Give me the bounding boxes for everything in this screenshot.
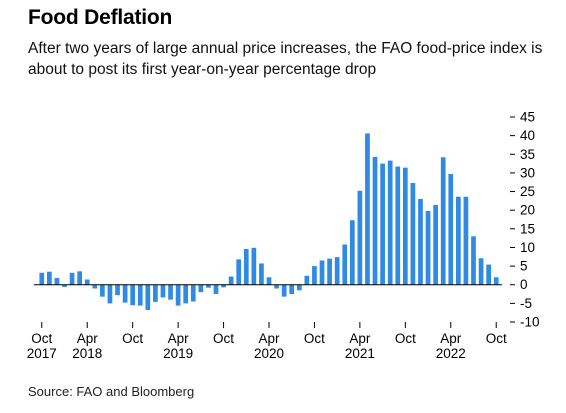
bar-2020-09	[304, 275, 310, 285]
x-tick-year-label: 2017	[27, 346, 57, 361]
bar-2021-07	[380, 163, 385, 285]
bar-2022-06	[463, 196, 469, 285]
bar-2019-05	[183, 284, 189, 304]
y-tick-label: 20	[520, 203, 535, 218]
bar-2020-02	[251, 247, 257, 285]
bar-2018-10	[130, 284, 136, 306]
bar-2021-02	[342, 244, 348, 285]
bar-2018-09	[122, 284, 128, 303]
bar-2019-12	[236, 259, 242, 285]
x-tick-label: Oct	[31, 331, 52, 346]
x-tick-label: Oct	[486, 331, 507, 346]
x-tick-label: Apr	[258, 331, 280, 346]
bar-2020-10	[312, 266, 317, 285]
bar-2022-03	[440, 157, 446, 285]
x-tick-year-label: 2019	[163, 346, 193, 361]
y-tick-label: 30	[520, 165, 535, 180]
x-tick-label: Oct	[213, 331, 234, 346]
bar-2021-10	[402, 167, 408, 285]
bar-2018-12	[145, 284, 151, 311]
y-tick-label: 45	[520, 110, 535, 125]
bar-2018-03	[77, 271, 83, 285]
bar-2018-04	[84, 279, 90, 285]
bar-2021-01	[334, 257, 340, 285]
bar-2022-04	[448, 174, 454, 285]
bar-2022-01	[425, 210, 431, 285]
bar-2022-08	[478, 258, 484, 285]
bar-2018-08	[115, 284, 120, 296]
bar-2019-06	[190, 284, 196, 302]
bar-2021-09	[395, 166, 401, 285]
bar-2019-10	[221, 284, 226, 288]
bar-2022-07	[471, 236, 476, 285]
x-tick-year-label: 2022	[436, 346, 466, 361]
y-tick-label: 5	[520, 259, 528, 274]
chart-subtitle: After two years of large annual price in…	[28, 40, 543, 78]
bar-2019-09	[213, 284, 219, 295]
bar-2019-01	[153, 284, 158, 302]
bar-2022-10	[493, 277, 499, 285]
bar-2019-04	[175, 284, 181, 306]
bar-2018-01	[62, 284, 67, 287]
y-tick-label: -10	[520, 315, 540, 330]
bar-2020-03	[259, 263, 264, 285]
x-tick-label: Apr	[77, 331, 99, 346]
x-tick-year-label: 2021	[345, 346, 375, 361]
bar-2019-02	[160, 284, 166, 298]
bars-group	[39, 133, 499, 311]
source-note: Source: FAO and Bloomberg	[28, 384, 195, 399]
x-tick-year-label: 2018	[72, 346, 102, 361]
bar-2017-11	[47, 271, 52, 285]
bar-2020-06	[281, 284, 287, 297]
chart-title: Food Deflation	[28, 6, 173, 29]
bar-2020-01	[243, 248, 249, 285]
bar-2021-05	[365, 133, 370, 285]
bar-2021-11	[410, 182, 416, 285]
bar-2018-06	[100, 284, 105, 297]
bar-2021-03	[349, 220, 355, 285]
bar-2021-08	[387, 160, 393, 285]
bar-2018-11	[137, 284, 143, 306]
bar-2017-10	[39, 272, 45, 285]
bar-2021-06	[372, 156, 378, 285]
bar-2020-12	[327, 258, 332, 285]
x-tick-label: Apr	[168, 331, 190, 346]
bar-2020-08	[296, 284, 302, 291]
bar-2022-05	[456, 196, 461, 285]
bar-2019-11	[228, 276, 234, 285]
bar-2020-04	[266, 277, 272, 285]
bar-2019-07	[198, 284, 204, 293]
bar-2020-05	[274, 284, 279, 289]
bar-2018-05	[92, 284, 98, 289]
x-tick-label: Apr	[440, 331, 462, 346]
bar-2018-02	[69, 272, 75, 285]
x-tick-year-label: 2020	[254, 346, 284, 361]
x-tick-label: Oct	[304, 331, 325, 346]
bar-2019-08	[206, 284, 211, 288]
bar-2022-02	[433, 204, 438, 285]
y-tick-label: 10	[520, 240, 535, 255]
bar-2017-12	[54, 278, 60, 285]
y-tick-label: 25	[520, 184, 535, 199]
x-tick-label: Apr	[349, 331, 371, 346]
bar-2019-03	[168, 284, 173, 300]
y-tick-label: 35	[520, 147, 535, 162]
y-axis: -10 -5 0 5 10 15 20 25 30 35 40 45	[510, 110, 540, 330]
x-tick-label: Oct	[395, 331, 416, 346]
y-tick-label: -5	[520, 296, 532, 311]
bar-2018-07	[107, 284, 113, 304]
x-tick-label: Oct	[122, 331, 143, 346]
bar-2022-09	[486, 264, 491, 285]
y-tick-label: 15	[520, 221, 535, 236]
y-tick-label: 0	[520, 277, 528, 292]
bar-2021-04	[357, 190, 363, 285]
bar-2021-12	[418, 199, 423, 285]
bar-2020-11	[319, 260, 325, 285]
bar-2020-07	[289, 284, 295, 295]
y-tick-label: 40	[520, 128, 535, 143]
